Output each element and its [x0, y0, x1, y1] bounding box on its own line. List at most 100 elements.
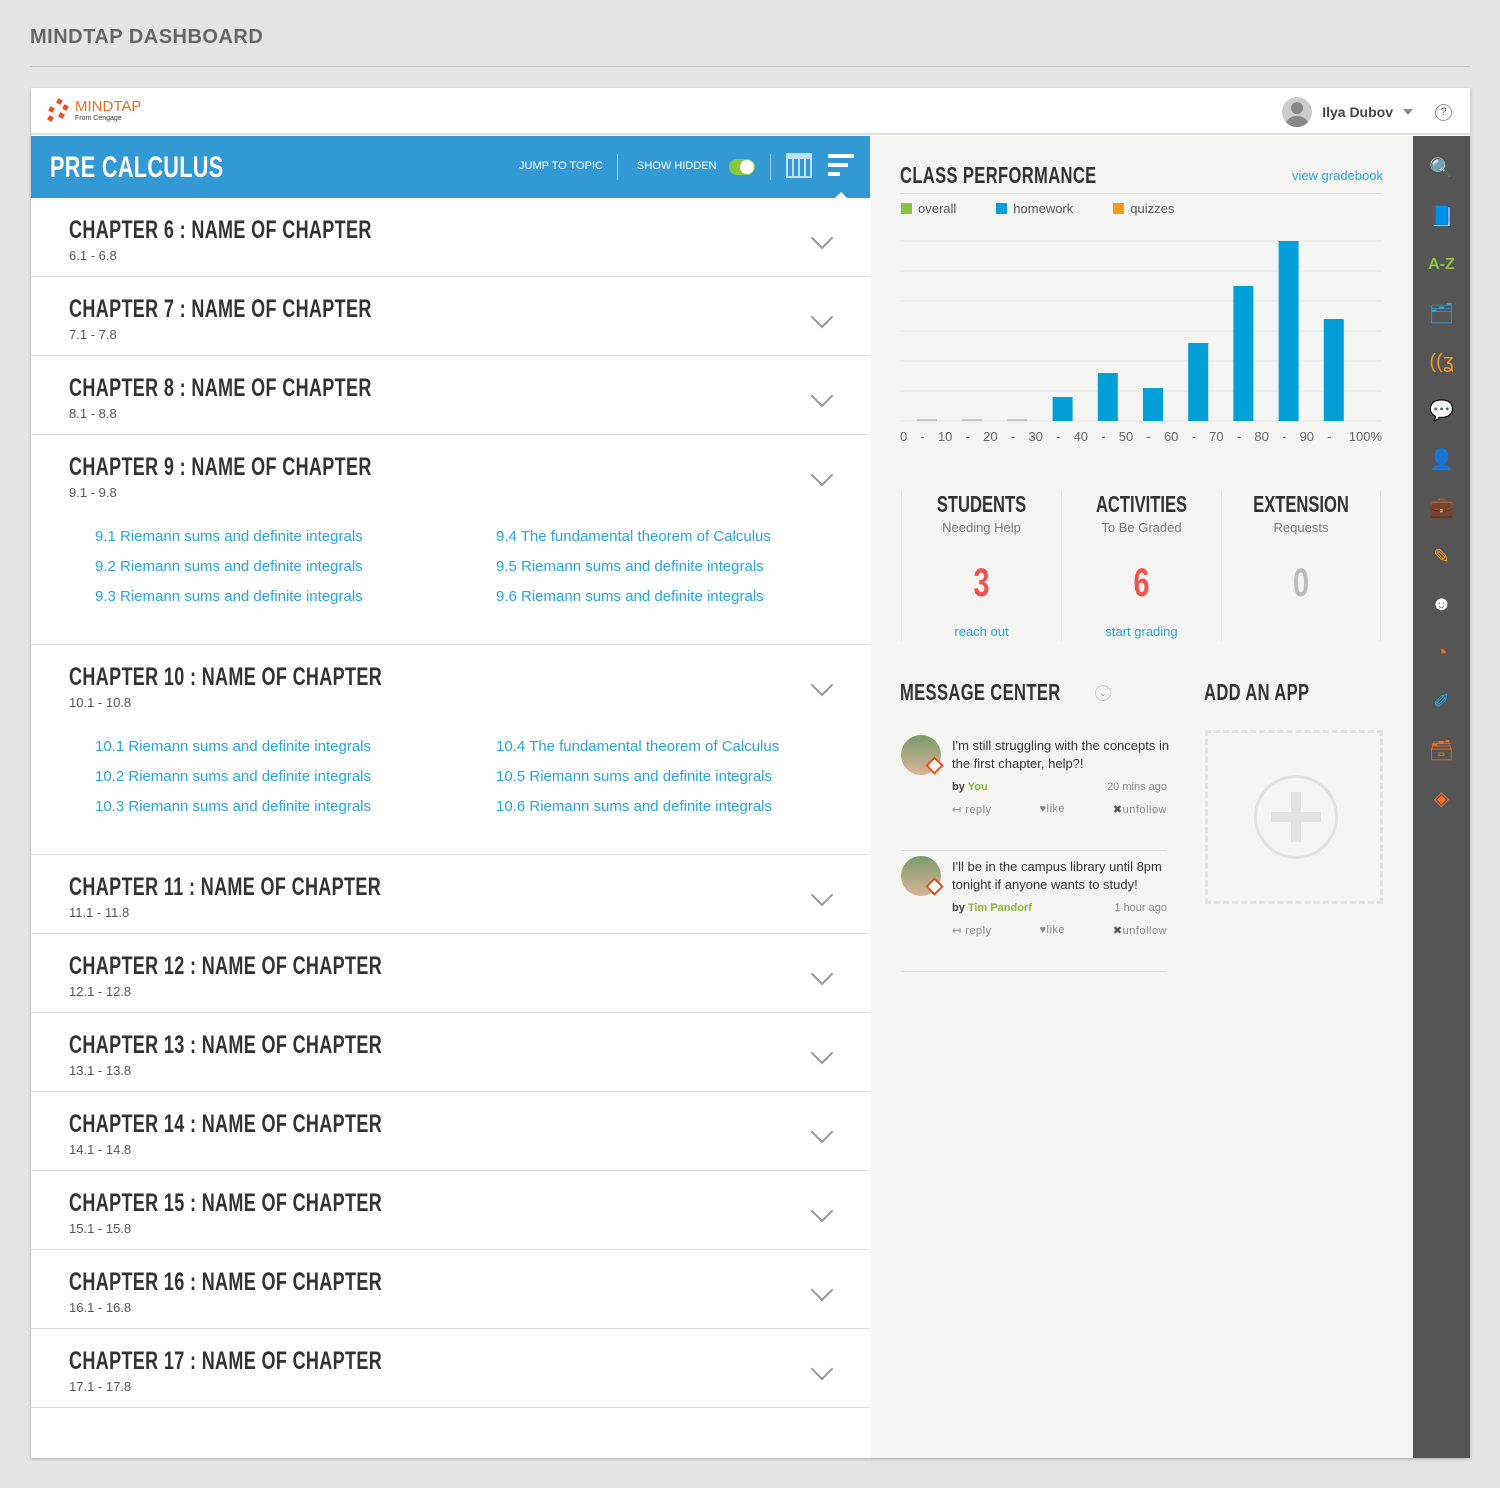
stat-link[interactable]: start grading [1105, 624, 1178, 639]
student-laptop-icon[interactable]: 👤 [1429, 448, 1454, 471]
message-author[interactable]: Tim Pandorf [967, 902, 1032, 914]
by-label: by [952, 902, 965, 914]
mindtap-logo[interactable]: MINDTAP From Cengage [47, 98, 142, 123]
x-tick-label: 40 [1074, 429, 1088, 444]
divider [770, 154, 771, 180]
chapter-item[interactable]: CHAPTER 6 : NAME OF CHAPTER 6.1 - 6.8 [31, 198, 870, 277]
help-icon[interactable]: ? [1435, 103, 1452, 121]
topic-link[interactable]: 9.3 Riemann sums and definite integrals [95, 588, 363, 605]
message-time: 1 hour ago [1114, 902, 1167, 914]
like-button[interactable]: ♥like [1040, 803, 1066, 816]
stat-title: ACTIVITIES [1095, 491, 1188, 517]
chapter-title: CHAPTER 15 : NAME OF CHAPTER [69, 1189, 383, 1217]
stat-subtitle: To Be Graded [1101, 520, 1182, 535]
reply-label: reply [965, 804, 992, 816]
chapter-title: CHAPTER 11 : NAME OF CHAPTER [69, 873, 382, 901]
unfollow-button[interactable]: ✖unfollow [1113, 803, 1167, 816]
chapter-range: 10.1 - 10.8 [69, 695, 132, 710]
topic-link[interactable]: 9.6 Riemann sums and definite integrals [496, 588, 764, 605]
topic-link[interactable]: 9.4 The fundamental theorem of Calculus [496, 528, 771, 545]
topic-link[interactable]: 10.6 Riemann sums and definite integrals [496, 798, 772, 815]
message-center-header[interactable]: MESSAGE CENTER ⌄ [900, 679, 1111, 706]
a-z-glossary-icon[interactable]: A-Z [1428, 256, 1455, 274]
class-performance-title: CLASS PERFORMANCE [900, 162, 1097, 188]
topic-link[interactable]: 9.2 Riemann sums and definite integrals [95, 558, 363, 575]
chapter-range: 12.1 - 12.8 [69, 984, 132, 999]
chapter-item[interactable]: CHAPTER 9 : NAME OF CHAPTER 9.1 - 9.8 9.… [31, 435, 870, 645]
divider [30, 66, 1470, 67]
stat-card: STUDENTS Needing Help 3 reach out [901, 491, 1061, 641]
unfollow-button[interactable]: ✖unfollow [1113, 924, 1167, 937]
add-app-button[interactable] [1205, 730, 1383, 904]
calendar-icon[interactable] [786, 153, 812, 178]
jump-to-topic-button[interactable]: JUMP TO TOPIC [519, 160, 603, 172]
flashcards-icon[interactable]: 🗂 [1428, 303, 1455, 326]
book-icon[interactable]: 📘 [1429, 206, 1454, 229]
topic-link[interactable]: 10.2 Riemann sums and definite integrals [95, 768, 371, 785]
notebook-pencil-icon[interactable]: ✐ [1433, 691, 1450, 714]
highlighter-icon[interactable]: ✎ [1433, 545, 1450, 568]
topic-link[interactable]: 10.5 Riemann sums and definite integrals [496, 768, 772, 785]
show-hidden-toggle[interactable] [729, 159, 755, 175]
chat-icon[interactable]: 💬 [1429, 400, 1454, 423]
chapter-item[interactable]: CHAPTER 11 : NAME OF CHAPTER 11.1 - 11.8 [31, 855, 870, 934]
stat-subtitle: Requests [1273, 520, 1329, 535]
cengage-app-icon[interactable]: ◈ [1433, 788, 1450, 811]
x-tick-label: - [1282, 429, 1286, 444]
show-hidden-label: SHOW HIDDEN [637, 160, 717, 172]
user-menu[interactable]: Ilya Dubov ? [1282, 97, 1452, 127]
view-gradebook-link[interactable]: view gradebook [1291, 168, 1383, 183]
topic-link[interactable]: 9.1 Riemann sums and definite integrals [95, 528, 363, 545]
topic-link[interactable]: 10.3 Riemann sums and definite integrals [95, 798, 371, 815]
course-bar: PRE CALCULUS JUMP TO TOPIC SHOW HIDDEN [31, 136, 870, 198]
chapter-range: 9.1 - 9.8 [69, 485, 117, 500]
legend-swatch [901, 203, 912, 214]
rss-icon[interactable]: ◔ [1435, 641, 1448, 664]
chapter-item[interactable]: CHAPTER 14 : NAME OF CHAPTER 14.1 - 14.8 [31, 1092, 870, 1171]
chevron-down-icon[interactable]: ⌄ [1094, 684, 1111, 701]
x-tick-label: 0 [900, 429, 907, 444]
reply-button[interactable]: ↤ reply [952, 803, 992, 816]
bar-30-40 [1052, 397, 1073, 421]
chapter-item[interactable]: CHAPTER 7 : NAME OF CHAPTER 7.1 - 7.8 [31, 277, 870, 356]
menu-icon[interactable] [828, 154, 854, 181]
chapter-range: 14.1 - 14.8 [69, 1142, 132, 1157]
course-panel: PRE CALCULUS JUMP TO TOPIC SHOW HIDDEN C… [31, 136, 870, 1458]
bar-60-70 [1188, 343, 1209, 421]
audio-icon[interactable]: ((ʓ [1429, 350, 1454, 373]
briefcase-icon[interactable]: 💼 [1429, 497, 1454, 520]
chapter-item[interactable]: CHAPTER 16 : NAME OF CHAPTER 16.1 - 16.8 [31, 1250, 870, 1329]
chapter-title: CHAPTER 9 : NAME OF CHAPTER [69, 453, 372, 481]
file-drawer-icon[interactable]: 🗃 [1428, 739, 1455, 762]
by-label: by [952, 781, 965, 793]
chapter-item[interactable]: CHAPTER 17 : NAME OF CHAPTER 17.1 - 17.8 [31, 1329, 870, 1408]
caret-down-icon[interactable] [1403, 109, 1413, 115]
chapter-item[interactable]: CHAPTER 12 : NAME OF CHAPTER 12.1 - 12.8 [31, 934, 870, 1013]
stat-subtitle: Needing Help [942, 520, 1021, 535]
chapter-item[interactable]: CHAPTER 8 : NAME OF CHAPTER 8.1 - 8.8 [31, 356, 870, 435]
x-tick-label: 50 [1119, 429, 1133, 444]
chapter-item[interactable]: CHAPTER 10 : NAME OF CHAPTER 10.1 - 10.8… [31, 645, 870, 855]
stat-title: EXTENSION [1253, 491, 1349, 517]
chapter-item[interactable]: CHAPTER 13 : NAME OF CHAPTER 13.1 - 13.8 [31, 1013, 870, 1092]
chapter-range: 7.1 - 7.8 [69, 327, 117, 342]
logo-mark-icon [47, 98, 69, 123]
topic-link[interactable]: 10.1 Riemann sums and definite integrals [95, 738, 371, 755]
support-headset-icon[interactable]: ☻ [1430, 593, 1453, 616]
chapter-item[interactable]: CHAPTER 15 : NAME OF CHAPTER 15.1 - 15.8 [31, 1171, 870, 1250]
reply-button[interactable]: ↤ reply [952, 924, 992, 937]
x-tick-label: 10 [938, 429, 952, 444]
message-author[interactable]: You [967, 781, 988, 793]
x-tick-label: 60 [1164, 429, 1178, 444]
chapter-title: CHAPTER 13 : NAME OF CHAPTER [69, 1031, 383, 1059]
legend-swatch [996, 203, 1008, 214]
search-icon[interactable]: 🔍 [1429, 157, 1454, 180]
x-tick-label: - [1192, 429, 1196, 444]
topic-link[interactable]: 9.5 Riemann sums and definite integrals [496, 558, 764, 575]
dashboard-window: MINDTAP From Cengage Ilya Dubov ? PRE CA… [31, 88, 1470, 1458]
topic-link[interactable]: 10.4 The fundamental theorem of Calculus [496, 738, 780, 755]
logo-name: MINDTAP [75, 98, 142, 115]
stat-link[interactable]: reach out [954, 624, 1009, 639]
unfollow-label: unfollow [1122, 804, 1167, 816]
like-button[interactable]: ♥like [1040, 924, 1066, 937]
